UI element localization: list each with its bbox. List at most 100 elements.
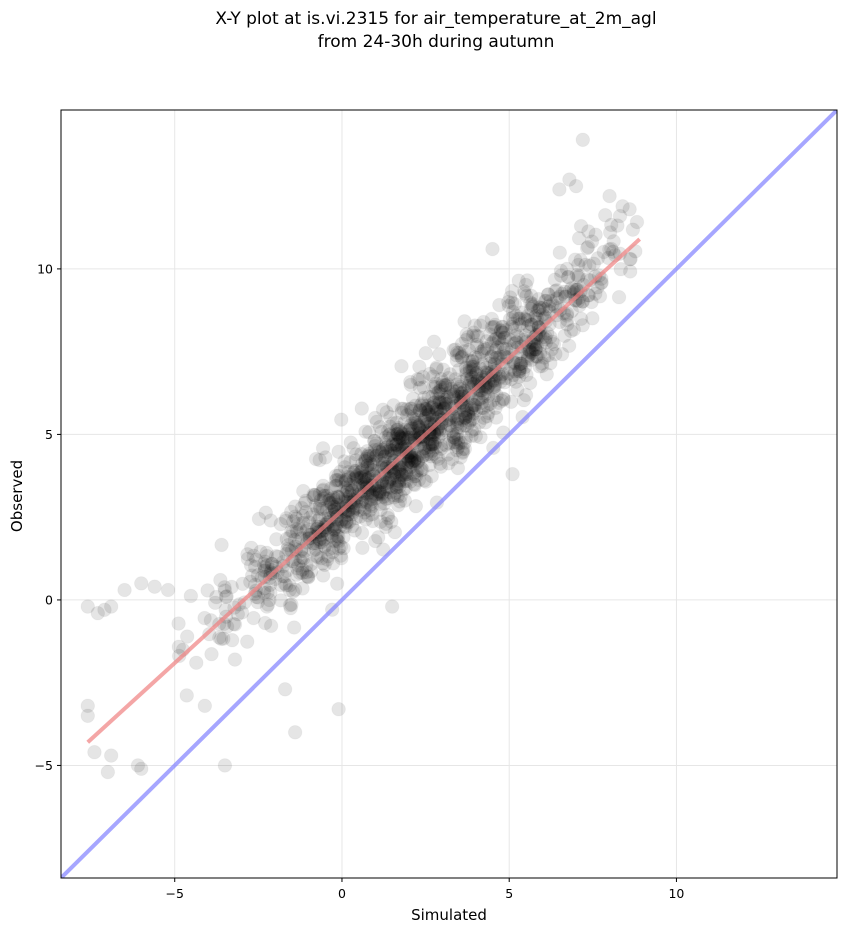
data-point (478, 382, 493, 396)
data-point (370, 484, 385, 498)
data-point (458, 442, 472, 456)
data-point (271, 549, 285, 564)
data-point (310, 550, 325, 564)
data-point (406, 391, 420, 406)
data-point (550, 291, 564, 306)
data-point (343, 455, 358, 470)
data-point (290, 561, 304, 576)
data-point (367, 443, 382, 457)
data-point (409, 499, 423, 514)
data-point (575, 132, 590, 147)
data-point (505, 319, 519, 334)
data-point (501, 295, 516, 309)
data-point (421, 444, 436, 459)
data-point (446, 389, 461, 404)
data-point (179, 688, 194, 703)
data-point (623, 252, 638, 266)
data-point (104, 599, 118, 614)
data-point (590, 280, 605, 295)
data-point (429, 362, 444, 376)
data-point (296, 484, 311, 498)
data-point (604, 242, 619, 256)
data-point (405, 455, 420, 470)
data-point (429, 360, 444, 375)
data-point (349, 511, 363, 525)
data-point (408, 451, 423, 466)
data-point (518, 286, 532, 301)
data-point (372, 444, 387, 459)
data-point (327, 499, 341, 514)
data-point (340, 483, 355, 498)
data-point (391, 473, 405, 488)
data-point (485, 242, 500, 256)
data-point (473, 318, 488, 333)
data-point (430, 404, 444, 419)
data-point (334, 514, 349, 528)
data-point (198, 699, 212, 713)
data-point (261, 597, 275, 612)
data-point (569, 268, 584, 282)
data-point (355, 541, 370, 555)
data-point (461, 406, 475, 421)
data-point (552, 315, 567, 329)
data-point (524, 344, 538, 359)
data-point (355, 526, 369, 540)
data-point (362, 446, 377, 461)
data-point (321, 493, 336, 508)
data-point (394, 405, 409, 420)
data-point (334, 412, 349, 427)
data-point (390, 427, 404, 441)
data-point (399, 474, 414, 488)
data-point (332, 541, 346, 556)
data-point (361, 460, 375, 475)
data-point (433, 387, 448, 401)
data-point (459, 430, 473, 445)
data-point (424, 449, 439, 464)
data-point (370, 448, 384, 462)
data-point (390, 422, 405, 437)
data-point (452, 346, 467, 360)
data-point (552, 182, 567, 197)
data-point (419, 474, 433, 489)
y-tick-label: −5 (35, 758, 53, 773)
data-point (283, 601, 298, 615)
data-point (537, 350, 552, 365)
data-point (317, 538, 332, 553)
data-point (432, 396, 447, 410)
data-point (471, 329, 485, 344)
data-point (543, 356, 558, 370)
data-point (423, 432, 438, 447)
data-point (257, 586, 271, 600)
data-point (427, 436, 442, 450)
data-point (613, 246, 627, 261)
data-point (528, 342, 543, 357)
data-point (343, 478, 358, 493)
data-point (465, 363, 480, 378)
data-point (430, 402, 444, 417)
data-point (465, 400, 479, 415)
data-point (532, 359, 547, 374)
x-tick-label: −5 (166, 886, 184, 901)
data-point (462, 343, 476, 357)
data-point (447, 387, 461, 402)
data-point (462, 409, 477, 424)
data-point (340, 508, 354, 523)
data-point (383, 471, 397, 486)
data-point (494, 324, 508, 338)
data-point (296, 516, 311, 530)
data-point (383, 419, 397, 434)
data-point (451, 432, 466, 447)
data-point (493, 350, 507, 364)
data-point (483, 327, 497, 342)
data-point (90, 606, 105, 620)
data-point (535, 359, 549, 373)
data-point (425, 436, 440, 451)
data-point (417, 444, 432, 459)
data-point (479, 334, 494, 349)
data-point (288, 499, 302, 514)
data-point (374, 424, 389, 439)
data-point (468, 398, 482, 413)
data-point (324, 496, 338, 511)
data-point (248, 560, 262, 574)
